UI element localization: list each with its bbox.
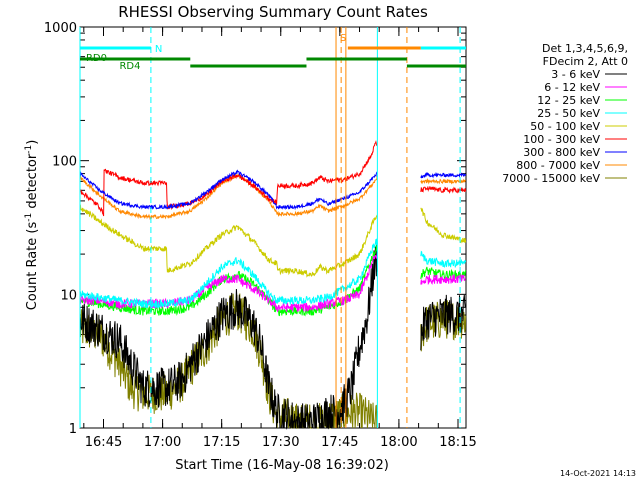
legend-entry-label: 7000 - 15000 keV — [502, 172, 600, 185]
legend-entry-label: 50 - 100 keV — [530, 120, 600, 133]
y-tick-label: 100 — [52, 155, 77, 170]
y-axis-label: Count Rate (s-1 detector-1) — [24, 140, 40, 311]
legend-entry-label: 6 - 12 keV — [544, 81, 600, 94]
footer-timestamp: 14-Oct-2021 14:13 — [560, 469, 636, 478]
x-tick-label: 18:15 — [439, 435, 476, 450]
x-tick-label: 17:30 — [262, 435, 299, 450]
x-tick-label: 18:00 — [380, 435, 417, 450]
x-tick-label: 17:00 — [144, 435, 181, 450]
x-axis-label: Start Time (16-May-08 16:39:02) — [175, 458, 389, 473]
y-axis-label-main: Count Rate (s — [25, 222, 40, 311]
chart-title: RHESSI Observing Summary Count Rates — [118, 3, 428, 21]
y-tick-label: 1000 — [44, 21, 77, 36]
x-tick-label: 17:15 — [203, 435, 240, 450]
legend-entry-label: 300 - 800 keV — [523, 146, 600, 159]
y-axis-label-mid: detector — [25, 153, 40, 213]
status-label-rd0: RD0 — [86, 53, 107, 64]
legend-entry-label: 12 - 25 keV — [537, 94, 600, 107]
legend-entry-label: 25 - 50 keV — [537, 107, 600, 120]
series-line-0 — [79, 243, 467, 430]
x-tick-label: 17:45 — [321, 435, 358, 450]
legend-entry-label: 3 - 6 keV — [551, 68, 600, 81]
legend-entry-label: 800 - 7000 keV — [516, 159, 600, 172]
plot-area: 1 10 100 1000 16:45 17:00 17:15 17:30 17:45 18:00… — [44, 21, 477, 450]
status-label-s: S — [340, 33, 346, 44]
status-label-rd4: RD4 — [119, 61, 140, 72]
x-tick-label: 16:45 — [85, 435, 122, 450]
y-axis-label-exp2: -1 — [24, 145, 34, 154]
legend-header-line: FDecim 2, Att 0 — [543, 55, 628, 68]
legend-entry-label: 100 - 300 keV — [523, 133, 600, 146]
status-label-n: N — [155, 44, 162, 55]
series-line-5 — [79, 140, 467, 217]
y-axis-label-end: ) — [25, 140, 40, 145]
y-tick-label: 1 — [69, 422, 77, 437]
series-line-4 — [79, 204, 467, 278]
y-axis-label-exp1: -1 — [24, 213, 34, 222]
legend: Det 1,3,4,5,6,9,FDecim 2, Att 03 - 6 keV… — [502, 42, 628, 185]
series-line-3 — [79, 238, 467, 309]
series-line-6 — [79, 169, 467, 211]
legend-header-line: Det 1,3,4,5,6,9, — [542, 42, 628, 55]
y-tick-label: 10 — [60, 288, 77, 303]
